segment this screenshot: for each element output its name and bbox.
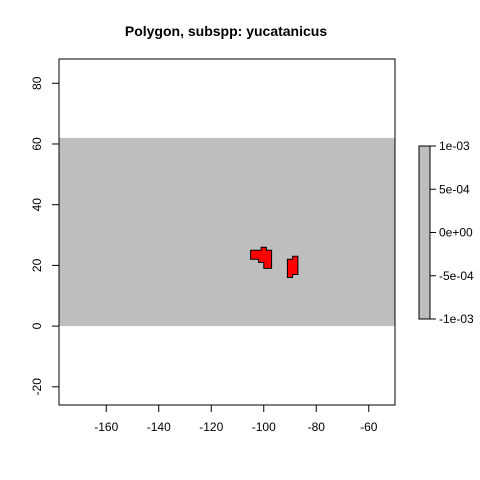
y-tick-label: -20	[30, 378, 44, 396]
y-tick-label: 40	[30, 198, 44, 212]
polygon-layer	[250, 246, 299, 278]
x-axis: -160 -140 -120 -100 -80 -60	[94, 404, 378, 434]
legend-tick-label: -5e-04	[439, 269, 474, 283]
x-tick-label: -160	[94, 420, 118, 434]
plot-area	[58, 58, 396, 406]
chart-title: Polygon, subspp: yucatanicus	[125, 23, 327, 39]
raster-layer	[59, 137, 395, 327]
range-polygon	[286, 255, 299, 278]
legend-color-bar	[418, 145, 431, 320]
legend-tick-label: -1e-03	[439, 312, 474, 326]
x-tick-label: -140	[147, 420, 171, 434]
range-polygon	[250, 246, 273, 269]
y-tick-label: 60	[30, 137, 44, 151]
legend-tick-label: 5e-04	[439, 182, 470, 196]
y-tick-label: 0	[30, 322, 44, 329]
x-tick-label: -60	[360, 420, 378, 434]
legend-tick-label: 1e-03	[439, 139, 470, 153]
color-legend: 1e-03 5e-04 0e+00 -5e-04 -1e-03	[418, 139, 474, 326]
x-tick-label: -80	[308, 420, 326, 434]
x-tick-label: -120	[199, 420, 223, 434]
legend-tick-label: 0e+00	[439, 226, 473, 240]
raster-extent	[59, 137, 395, 327]
y-tick-label: 80	[30, 76, 44, 90]
x-tick-label: -100	[252, 420, 276, 434]
y-axis: -20 0 20 40 60 80	[30, 76, 60, 396]
y-tick-label: 20	[30, 258, 44, 272]
